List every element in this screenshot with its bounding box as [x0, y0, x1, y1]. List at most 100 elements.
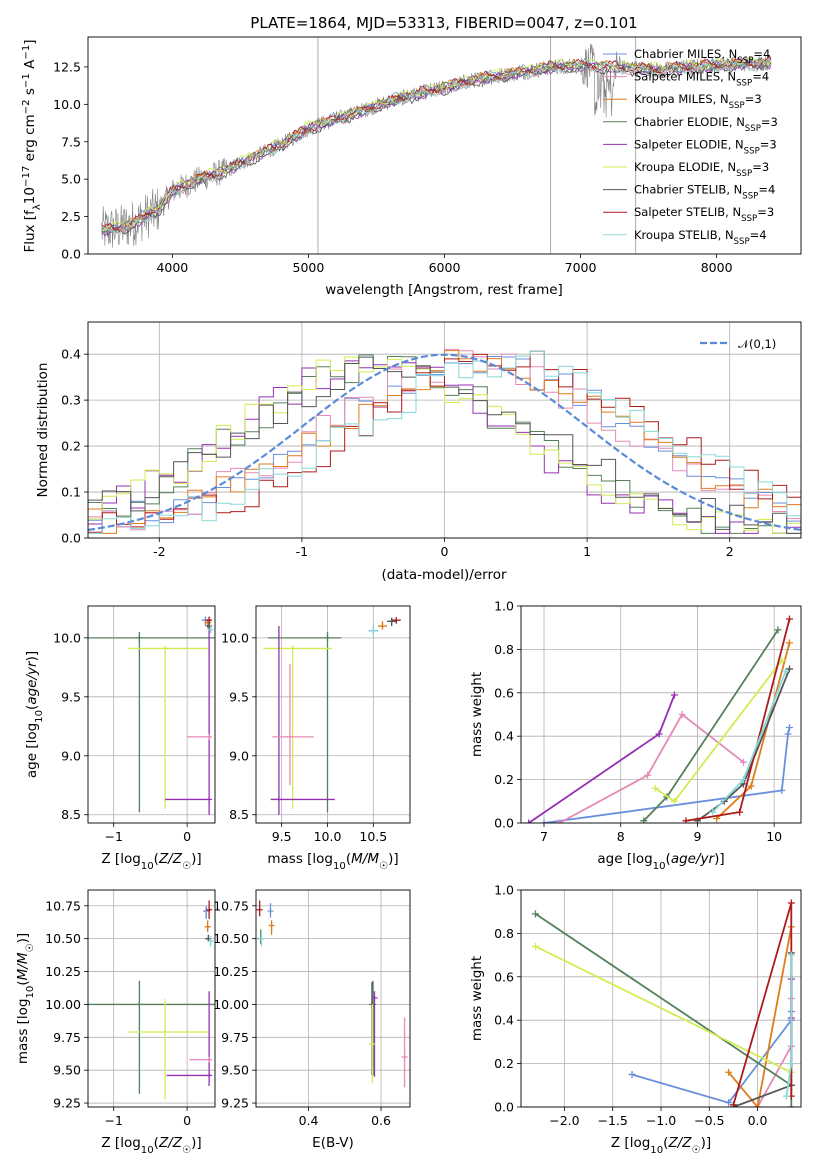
data-point	[555, 819, 563, 823]
data-point	[206, 906, 213, 913]
data-point	[162, 645, 169, 652]
y-axis-label: mass [log10(M/M☉)]	[15, 933, 36, 1064]
data-point	[783, 1092, 791, 1100]
mass-weight-line	[558, 713, 745, 823]
histogram-plot	[88, 348, 801, 538]
data-point	[785, 665, 793, 673]
x-tick-label: 5000	[293, 260, 325, 275]
histogram-step	[88, 354, 801, 538]
y-tick-label: 10.0	[53, 630, 81, 645]
data-point	[785, 724, 793, 732]
x-tick-label: −0.5	[694, 1113, 724, 1128]
axes-frame	[520, 605, 802, 824]
model-spectrum-line	[101, 59, 772, 238]
y-tick-label: 10.00	[213, 997, 249, 1012]
data-point	[206, 1056, 213, 1063]
x-tick-label: 10.5	[359, 829, 387, 844]
axes-frame	[255, 605, 411, 824]
data-point	[651, 784, 659, 792]
y-tick-label: 0.0	[61, 531, 81, 546]
y-tick-label: 8.5	[229, 807, 249, 822]
data-point	[206, 1072, 213, 1079]
x-tick-label: 9.5	[272, 829, 292, 844]
x-tick-label: −1.0	[646, 1113, 676, 1128]
x-tick-label: −1	[104, 829, 122, 844]
mass-weight-line	[643, 629, 779, 822]
data-point	[778, 786, 786, 794]
legend-label: Chabrier MILES, NSSP=4	[634, 47, 770, 66]
data-point	[256, 906, 263, 913]
massweight-vs-age-plot	[525, 615, 793, 823]
data-point	[370, 627, 377, 634]
y-tick-label: 0.4	[494, 729, 514, 744]
legend-label: Kroupa ELODIE, NSSP=3	[634, 160, 769, 179]
x-tick-label: −1.5	[598, 1113, 628, 1128]
data-point	[393, 617, 400, 624]
chart-title: PLATE=1864, MJD=53313, FIBERID=0047, z=0…	[250, 14, 637, 32]
data-point	[204, 923, 211, 930]
x-tick-label: −1	[104, 1113, 122, 1128]
y-tick-label: 9.50	[221, 1063, 249, 1078]
data-point	[644, 771, 652, 779]
y-tick-label: 1.0	[494, 883, 514, 898]
y-tick-label: 10.75	[45, 898, 81, 913]
y-tick-label: 9.25	[221, 1096, 249, 1111]
y-tick-label: 0.4	[61, 347, 81, 362]
data-point	[736, 808, 744, 816]
y-tick-label: 0.0	[494, 1100, 514, 1115]
legend-label: Chabrier ELODIE, NSSP=3	[634, 115, 778, 134]
y-tick-label: 10.75	[213, 898, 249, 913]
y-tick-label: 9.50	[53, 1063, 81, 1078]
data-point	[787, 1103, 795, 1107]
data-point	[206, 796, 213, 803]
model-spectrum-line	[101, 56, 772, 233]
data-point	[371, 994, 378, 1001]
data-point	[136, 1001, 143, 1008]
data-point	[739, 758, 747, 766]
x-tick-label: 0	[183, 1113, 191, 1128]
data-point	[370, 1001, 377, 1008]
legend-label: Chabrier STELIB, NSSP=4	[634, 183, 775, 202]
x-tick-label: 1	[583, 544, 591, 559]
x-tick-label: 10	[766, 829, 782, 844]
y-tick-label: 0.2	[494, 1056, 514, 1071]
y-tick-label: 0.6	[494, 685, 514, 700]
normal-distribution-curve	[88, 353, 801, 531]
mass-vs-EBV-plot	[256, 900, 408, 1088]
data-point	[747, 782, 755, 790]
axes-frame	[87, 36, 802, 255]
y-tick-label: 0.6	[494, 969, 514, 984]
x-tick-label: 9	[693, 829, 701, 844]
massweight-vs-Z-plot	[531, 899, 795, 1107]
x-tick-label: -2	[153, 544, 165, 559]
data-point	[369, 1040, 376, 1047]
x-tick-label: 7000	[565, 260, 597, 275]
data-point	[268, 922, 275, 929]
mass-weight-line	[528, 694, 676, 823]
legend-label: Kroupa MILES, NSSP=3	[634, 92, 762, 111]
axes-frame	[87, 889, 216, 1108]
y-axis-label: age [log10(age/yr)]	[24, 651, 45, 778]
y-tick-label: 8.5	[61, 807, 81, 822]
x-axis-label: Z [log10(Z/Z☉)]	[611, 1135, 711, 1156]
y-tick-label: 9.0	[229, 748, 249, 763]
mass-weight-line	[727, 926, 793, 1107]
x-tick-label: 0.0	[748, 1113, 768, 1128]
spectrum-plot	[101, 37, 772, 254]
data-point	[258, 935, 265, 942]
y-tick-label: 10.0	[53, 97, 81, 112]
data-point	[207, 626, 214, 633]
age-vs-Z-plot	[88, 616, 215, 815]
data-point	[324, 634, 331, 641]
y-tick-label: 9.0	[61, 748, 81, 763]
model-spectrum-line	[101, 54, 772, 233]
data-point	[207, 938, 214, 945]
legend-label: Salpeter ELODIE, NSSP=3	[634, 137, 777, 156]
legend-label: Kroupa STELIB, NSSP=4	[634, 228, 767, 247]
data-point	[286, 733, 293, 740]
y-tick-label: 9.5	[61, 689, 81, 704]
y-tick-label: 9.5	[229, 689, 249, 704]
data-point	[267, 908, 274, 915]
age-vs-mass-plot	[263, 617, 401, 815]
y-tick-label: 0.4	[494, 1013, 514, 1028]
